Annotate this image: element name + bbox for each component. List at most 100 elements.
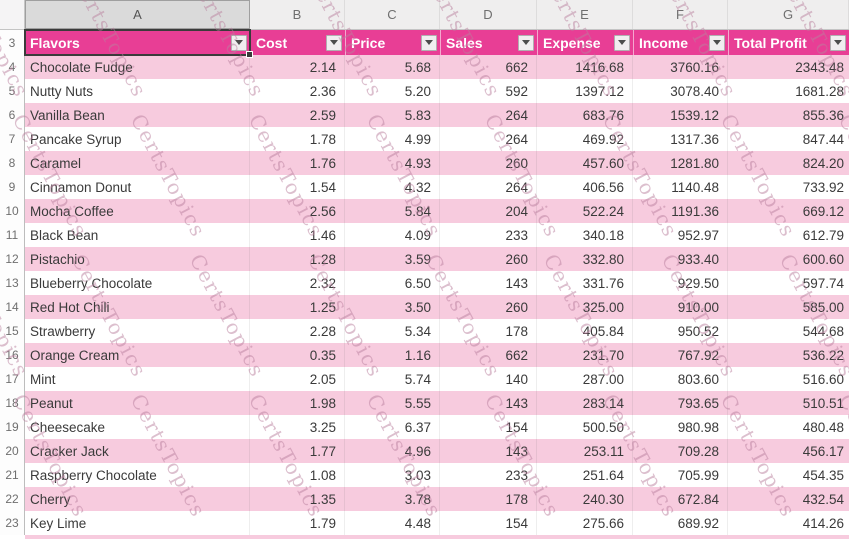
flavor-cell[interactable]: Cinnamon Donut (25, 175, 250, 199)
cell[interactable]: 4.93 (345, 151, 440, 175)
cell[interactable]: 516.60 (802, 371, 844, 387)
cell[interactable]: 5.20 (345, 79, 440, 103)
cell[interactable]: 1.25 (250, 295, 345, 319)
cell[interactable]: 454.35 (802, 467, 844, 483)
cell[interactable]: 204 (440, 199, 537, 223)
flavor-cell[interactable]: Raspberry Chocolate (25, 463, 250, 487)
cell[interactable]: 1.46 (250, 223, 345, 247)
row-header[interactable]: 8 (8, 156, 16, 170)
cell[interactable]: 5.84 (345, 199, 440, 223)
cell[interactable]: 3.59 (345, 247, 440, 271)
cell[interactable]: 233 (440, 223, 537, 247)
flavor-cell[interactable]: Black Bean (25, 223, 250, 247)
cell[interactable]: 1.77 (250, 439, 345, 463)
cell[interactable]: 340.18 (537, 223, 633, 247)
cell[interactable]: 332.80 (537, 247, 633, 271)
cell[interactable]: 793.65 (633, 391, 728, 415)
cell[interactable]: 689.92 (633, 511, 728, 535)
cell[interactable]: 4.48 (345, 511, 440, 535)
cell[interactable]: 1317.36 (633, 127, 728, 151)
header-cell-total-profit[interactable]: Total Profit (728, 30, 849, 55)
row-header[interactable]: 16 (5, 348, 19, 362)
cell[interactable]: 143 (440, 271, 537, 295)
cell[interactable]: 1397.12 (537, 79, 633, 103)
cell[interactable]: 1191.36 (633, 199, 728, 223)
cell[interactable]: 2.32 (250, 271, 345, 295)
row-header[interactable]: 20 (5, 444, 19, 458)
cell[interactable]: 143 (440, 391, 537, 415)
row-header[interactable]: 15 (5, 324, 19, 338)
cell[interactable]: 662 (440, 343, 537, 367)
cell[interactable]: 154 (440, 511, 537, 535)
cell[interactable]: 662 (440, 55, 537, 79)
cell[interactable]: 950.52 (633, 319, 728, 343)
flavor-cell[interactable]: Blueberry Chocolate (25, 271, 250, 295)
cell[interactable]: 233 (440, 463, 537, 487)
cell[interactable]: 980.98 (633, 415, 728, 439)
cell[interactable]: 264 (440, 175, 537, 199)
cell[interactable]: 1140.48 (633, 175, 728, 199)
cell[interactable]: 1681.28 (795, 83, 844, 99)
flavor-cell[interactable]: Pancake Syrup (25, 127, 250, 151)
cell[interactable]: 1539.12 (633, 103, 728, 127)
cell[interactable]: 536.22 (802, 347, 844, 363)
cell[interactable]: 824.20 (802, 155, 844, 171)
cell[interactable]: 733.92 (802, 179, 844, 195)
cell[interactable]: 709.28 (633, 439, 728, 463)
column-header-g[interactable]: G (728, 0, 849, 29)
cell[interactable]: 457.60 (537, 151, 633, 175)
cell[interactable]: 260 (440, 295, 537, 319)
cell[interactable]: 1.28 (250, 247, 345, 271)
row-header[interactable]: 4 (8, 60, 16, 74)
cell[interactable]: 847.44 (802, 131, 844, 147)
flavor-cell[interactable]: Red Hot Chili (25, 295, 250, 319)
cell[interactable]: 264 (440, 103, 537, 127)
row-header[interactable]: 19 (5, 420, 19, 434)
header-cell-flavors[interactable]: Flavors (24, 29, 253, 58)
cell[interactable]: 910.00 (633, 295, 728, 319)
cell[interactable]: 3.50 (345, 295, 440, 319)
flavor-cell[interactable]: Vanilla Bean (25, 103, 250, 127)
flavor-cell[interactable]: Cracker Jack (25, 439, 250, 463)
cell[interactable]: 178 (440, 319, 537, 343)
cell[interactable]: 5.68 (345, 55, 440, 79)
flavor-cell[interactable]: Mint (25, 367, 250, 391)
cell[interactable]: 4.96 (345, 439, 440, 463)
row-header[interactable]: 14 (5, 300, 19, 314)
flavor-cell[interactable]: Orange Cream (25, 343, 250, 367)
cell[interactable]: 4.32 (345, 175, 440, 199)
header-cell-price[interactable]: Price (345, 30, 440, 55)
cell[interactable]: 253.11 (537, 439, 633, 463)
row-header[interactable]: 3 (8, 35, 16, 50)
flavor-cell[interactable]: Cherry (25, 487, 250, 511)
column-header-c[interactable]: C (345, 0, 440, 29)
cell[interactable]: 2.05 (250, 367, 345, 391)
cell[interactable]: 275.66 (537, 511, 633, 535)
row-header[interactable]: 6 (8, 108, 16, 122)
cell[interactable]: 231.70 (537, 343, 633, 367)
cell[interactable]: 3760.16 (633, 55, 728, 79)
flavor-cell[interactable]: Nutty Nuts (25, 79, 250, 103)
cell[interactable]: 952.97 (633, 223, 728, 247)
cell[interactable]: 405.84 (537, 319, 633, 343)
column-header-e[interactable]: E (537, 0, 633, 29)
cell[interactable]: 522.24 (537, 199, 633, 223)
cell[interactable]: 600.60 (802, 251, 844, 267)
cell[interactable]: 2.28 (250, 319, 345, 343)
cell[interactable]: 5.34 (345, 319, 440, 343)
cell[interactable]: 6.50 (345, 271, 440, 295)
select-all-button[interactable] (0, 0, 25, 29)
flavor-cell[interactable]: Cheesecake (25, 415, 250, 439)
flavor-cell[interactable]: Pistachio (25, 247, 250, 271)
cell[interactable]: 143 (440, 439, 537, 463)
cell[interactable]: 669.12 (802, 203, 844, 219)
cell[interactable]: 469.92 (537, 127, 633, 151)
filter-dropdown-button[interactable] (830, 34, 846, 51)
cell[interactable]: 0.35 (250, 343, 345, 367)
cell[interactable]: 3078.40 (633, 79, 728, 103)
header-cell-income[interactable]: Income (633, 30, 728, 55)
cell[interactable]: 592 (440, 79, 537, 103)
flavor-cell[interactable]: Chocolate Fudge (25, 55, 250, 79)
row-header[interactable]: 17 (5, 372, 19, 386)
row-header[interactable]: 18 (5, 396, 19, 410)
